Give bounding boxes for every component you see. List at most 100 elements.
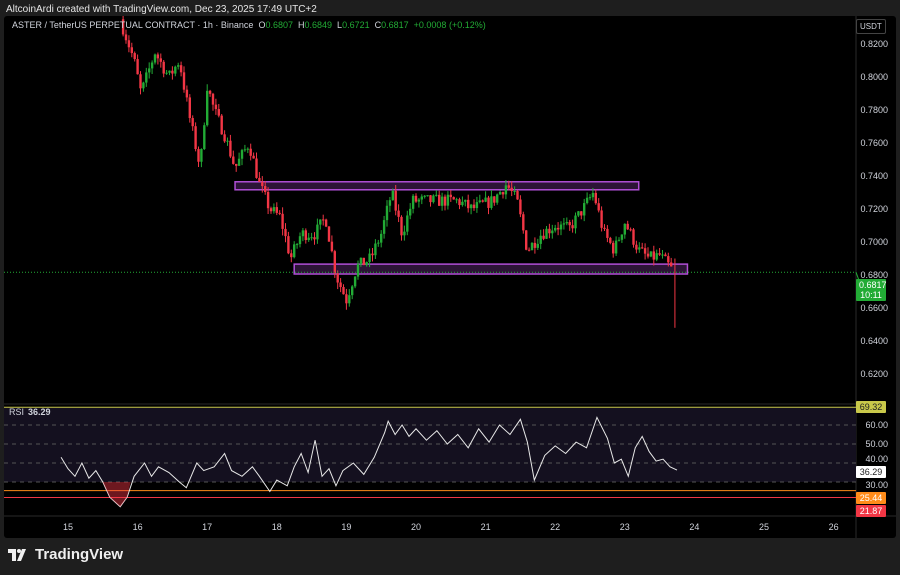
symbol-title: ASTER / TetherUS PERPETUAL CONTRACT · 1h… (12, 20, 254, 30)
rsi-level-25-badge: 25.44 (856, 492, 886, 504)
candle-body (643, 248, 647, 254)
candle-body (551, 230, 554, 234)
price-axis-label: 0.6400 (860, 336, 888, 346)
price-axis-label: 0.6600 (860, 303, 888, 313)
time-axis-label: 16 (132, 522, 143, 532)
candle-body (272, 207, 276, 212)
candle-body (333, 251, 336, 274)
candle-body (322, 219, 325, 221)
close-label: C (374, 20, 382, 30)
candle-body (266, 192, 270, 209)
chart-canvas[interactable] (4, 16, 896, 538)
candle-body (420, 196, 423, 200)
candle-body (200, 149, 203, 162)
candle-body (136, 59, 139, 75)
candle-body (359, 257, 363, 265)
candle-body (498, 192, 502, 195)
candle-body (188, 97, 191, 119)
candle-body (374, 243, 377, 256)
low-label: L (337, 20, 343, 30)
candle-body (623, 223, 626, 235)
rsi-level-21-badge: 21.87 (856, 505, 886, 517)
candle-body (159, 58, 162, 62)
candle-body (406, 215, 409, 232)
candle-body (382, 220, 386, 234)
candle-body (226, 140, 229, 142)
candle-body (635, 244, 638, 250)
chart-frame[interactable]: ASTER / TetherUS PERPETUAL CONTRACT · 1h… (4, 16, 896, 538)
candle-body (287, 236, 290, 254)
candle-body (223, 134, 226, 142)
brand-name: TradingView (35, 546, 124, 563)
symbol-legend: ASTER / TetherUS PERPETUAL CONTRACT · 1h… (12, 20, 486, 30)
candle-body (232, 156, 235, 164)
candle-body (214, 104, 218, 110)
candle-body (429, 195, 432, 203)
candle-body (171, 70, 174, 74)
candle-body (362, 257, 365, 266)
candle-body (330, 241, 334, 252)
candle-body (496, 194, 499, 203)
candle-body (504, 185, 508, 195)
candle-body (211, 93, 215, 105)
candle-body (348, 295, 351, 304)
candle-body (177, 65, 180, 67)
candle-body (174, 66, 177, 74)
candle-body (603, 227, 606, 229)
rsi-axis-label: 30.00 (865, 480, 888, 490)
candle-body (153, 54, 157, 63)
candle-body (580, 211, 583, 216)
price-axis-label: 0.8000 (860, 72, 888, 82)
candle-body (472, 204, 476, 209)
candle-body (493, 196, 496, 203)
candle-body (240, 150, 244, 159)
high-value: 0.6849 (304, 20, 333, 30)
candle-body (414, 195, 418, 202)
candle-body (229, 140, 232, 157)
candle-body (295, 244, 299, 246)
candle-body (403, 231, 406, 236)
candle-body (577, 211, 580, 216)
candle-body (432, 195, 435, 203)
rsi-level-25-badge-text: 25.44 (859, 493, 883, 503)
support-resistance-zone (234, 181, 640, 191)
candle-body (130, 47, 133, 54)
change-value: +0.0008 (+0.12%) (413, 20, 486, 30)
candle-body (446, 194, 450, 206)
candle-body (574, 215, 577, 229)
candle-body (217, 109, 220, 116)
candle-body (458, 199, 461, 206)
rsi-axis-label: 60.00 (865, 420, 888, 430)
candle-body (380, 233, 383, 243)
candle-body (475, 202, 479, 209)
candle-body (139, 74, 142, 89)
currency-button[interactable]: USDT (856, 19, 886, 34)
candle-body (124, 34, 128, 41)
candle-body (536, 243, 539, 248)
tradingview-logo-icon (8, 548, 26, 561)
candle-body (307, 237, 310, 241)
candle-body (252, 155, 255, 159)
candle-body (490, 196, 493, 208)
candle-body (440, 196, 444, 206)
candle-body (324, 219, 328, 227)
candle-body (516, 190, 519, 200)
candle-body (548, 228, 551, 234)
candle-body (220, 115, 223, 135)
candle-body (652, 251, 655, 260)
candle-body (237, 158, 241, 166)
candle-body (336, 273, 339, 283)
candle-body (629, 229, 632, 231)
candle-body (585, 197, 589, 204)
candle-body (455, 199, 458, 201)
candle-body (345, 294, 348, 304)
rsi-upper-badge: 69.32 (856, 401, 886, 413)
candle-body (522, 214, 525, 231)
candle-body (203, 125, 206, 150)
candle-body (664, 254, 667, 257)
candle-body (600, 210, 603, 228)
candle-body (319, 219, 322, 225)
candle-body (443, 196, 447, 206)
open-label: O (258, 20, 266, 30)
close-value: 0.6817 (381, 20, 409, 30)
